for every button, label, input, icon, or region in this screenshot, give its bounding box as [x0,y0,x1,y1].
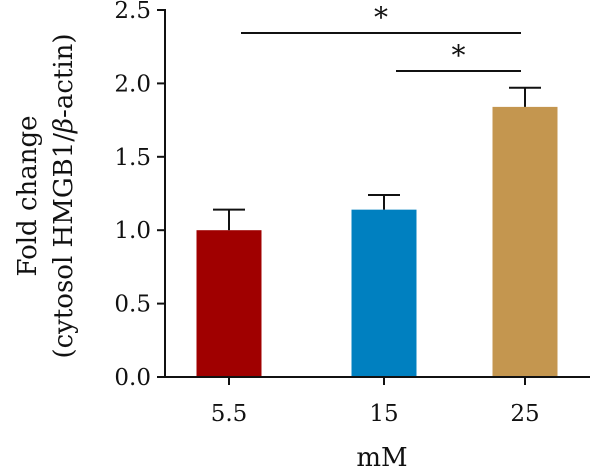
x-ticks-group: 5.5 15 25 [211,377,540,427]
x-tick-label: 25 [510,401,539,427]
significance-star: * [374,1,388,34]
y-ticks-group: 0.0 0.5 1.0 1.5 2.0 2.5 [114,0,165,391]
bar-5.5 [196,230,262,377]
y-axis-title-line2: (cytosol HMGB1/β-actin) [49,33,79,358]
x-axis-title: mM [356,443,407,470]
significance-group: ** [241,1,521,72]
error-bars-group [213,86,541,231]
bar-25 [492,106,558,377]
bar-15 [351,209,417,377]
y-tick-label: 0.5 [114,292,151,318]
y-tick-label: 1.0 [114,218,151,244]
y-tick-label: 1.5 [114,145,151,171]
x-tick-label: 15 [369,401,398,427]
y-axis-title: Fold change (cytosol HMGB1/β-actin) [13,33,79,358]
bars-group [196,106,558,377]
y-tick-label: 2.5 [114,0,151,24]
y-tick-label: 2.0 [114,71,151,97]
y-axis-title-line2-prefix: (cytosol HMGB1/ [49,133,79,359]
axes-group [164,9,590,378]
y-axis-title-line2-greek: β [49,118,79,134]
y-axis-title-line2-suffix: -actin) [49,33,79,118]
y-axis-title-line1: Fold change [13,115,43,276]
x-tick-label: 5.5 [211,401,248,427]
y-tick-label: 0.0 [114,365,151,391]
significance-star: * [452,39,466,72]
